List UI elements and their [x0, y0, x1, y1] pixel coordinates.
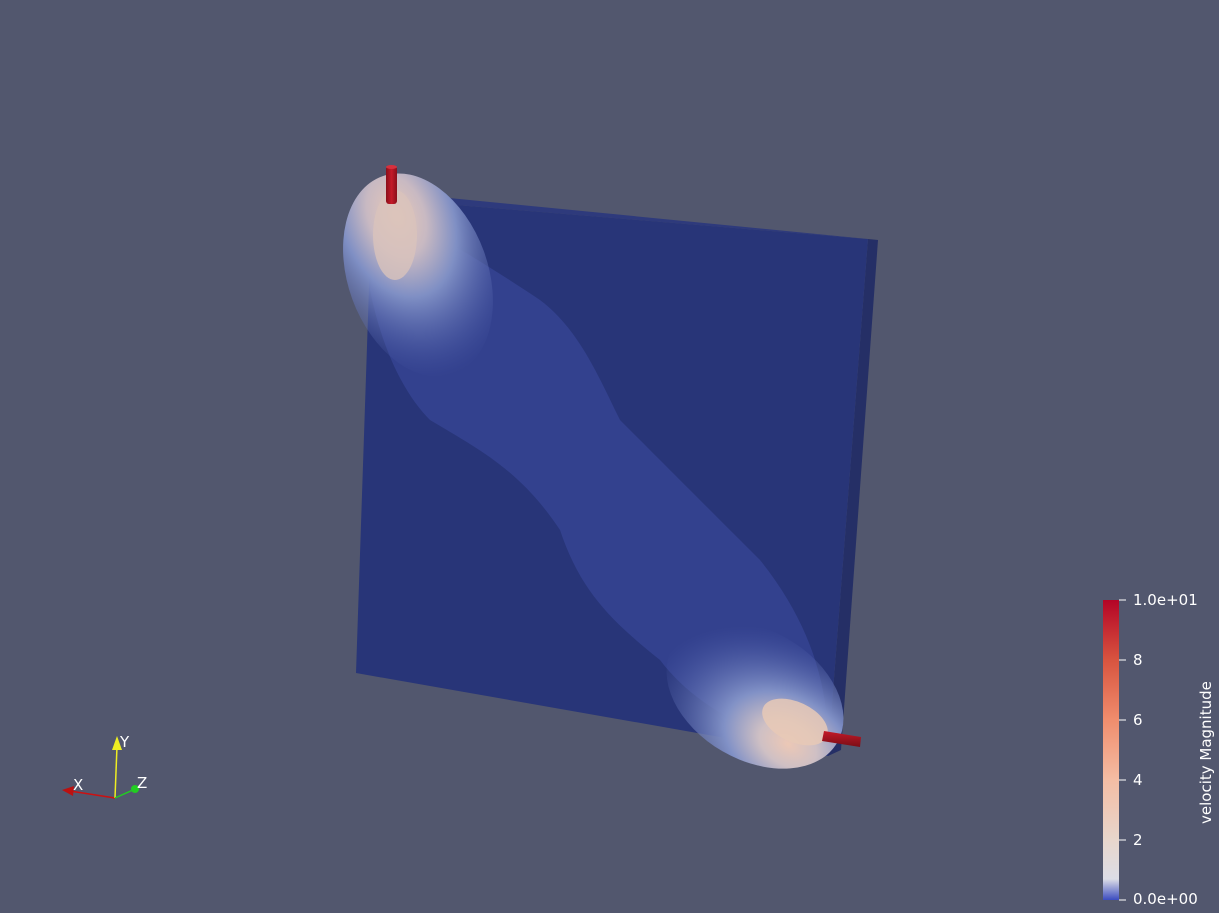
scalar-label-2: 2 [1133, 831, 1143, 849]
inlet-plume-core [373, 190, 417, 280]
outlet-plume-core [762, 698, 828, 746]
scalar-label-min: 0.0e+00 [1133, 890, 1198, 908]
z-axis-label: Z [137, 774, 148, 792]
z-axis-arrow [131, 785, 139, 793]
scalar-bar-ticks [1119, 599, 1126, 901]
y-axis-line [114, 745, 118, 799]
inlet-pipe-cap [386, 165, 397, 169]
orientation-axes [62, 736, 139, 799]
inlet-pipe [386, 166, 397, 204]
z-axis-line [114, 789, 134, 799]
scalar-label-4: 4 [1133, 771, 1143, 789]
scalar-bar-gradient[interactable] [1103, 600, 1119, 900]
x-axis-arrow [62, 786, 74, 796]
scalar-label-6: 6 [1133, 711, 1143, 729]
x-axis-line [69, 790, 116, 799]
cavity-side-face [828, 239, 878, 756]
y-axis-label: Y [120, 733, 130, 751]
cavity-top-face [372, 192, 878, 240]
scalar-label-8: 8 [1133, 651, 1143, 669]
outlet-pipe [822, 731, 861, 747]
scalar-label-max: 1.0e+01 [1133, 591, 1198, 609]
y-axis-arrow [112, 736, 122, 750]
x-axis-label: X [73, 776, 84, 794]
scalar-bar-title: velocity Magnitude [1197, 681, 1215, 824]
